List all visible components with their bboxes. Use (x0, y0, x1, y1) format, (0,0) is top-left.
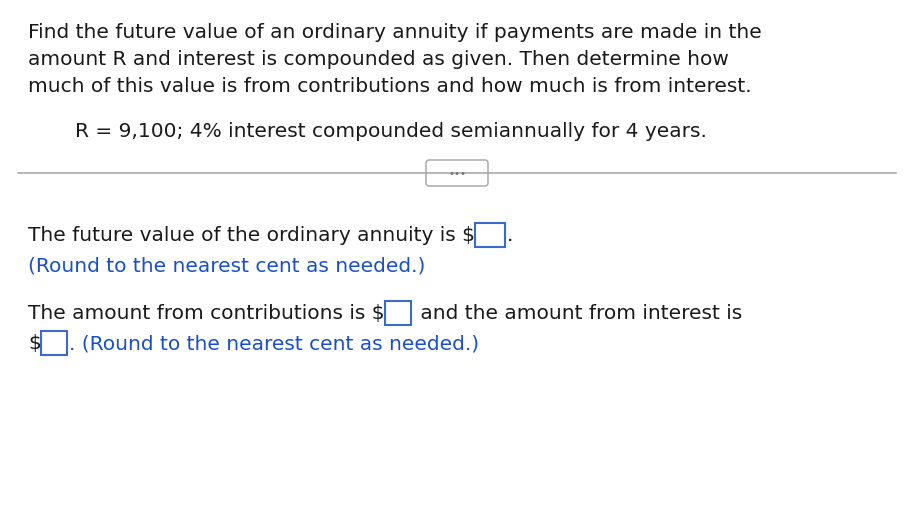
Text: The amount from contributions is $: The amount from contributions is $ (28, 303, 385, 322)
Text: $: $ (28, 333, 41, 352)
FancyBboxPatch shape (475, 223, 505, 247)
Text: Find the future value of an ordinary annuity if payments are made in the: Find the future value of an ordinary ann… (28, 23, 761, 42)
Text: R = 9,100; 4% interest compounded semiannually for 4 years.: R = 9,100; 4% interest compounded semian… (75, 122, 707, 140)
Text: (Round to the nearest cent as needed.): (Round to the nearest cent as needed.) (28, 256, 425, 274)
Text: •••: ••• (448, 168, 466, 179)
Text: amount R and interest is compounded as given. Then determine how: amount R and interest is compounded as g… (28, 50, 728, 69)
Text: much of this value is from contributions and how much is from interest.: much of this value is from contributions… (28, 77, 751, 96)
Text: . (Round to the nearest cent as needed.): . (Round to the nearest cent as needed.) (69, 333, 479, 352)
FancyBboxPatch shape (385, 301, 410, 325)
Text: The future value of the ordinary annuity is $: The future value of the ordinary annuity… (28, 225, 475, 244)
Text: .: . (507, 225, 514, 244)
Text: and the amount from interest is: and the amount from interest is (415, 303, 743, 322)
FancyBboxPatch shape (41, 331, 67, 355)
FancyBboxPatch shape (426, 161, 488, 187)
